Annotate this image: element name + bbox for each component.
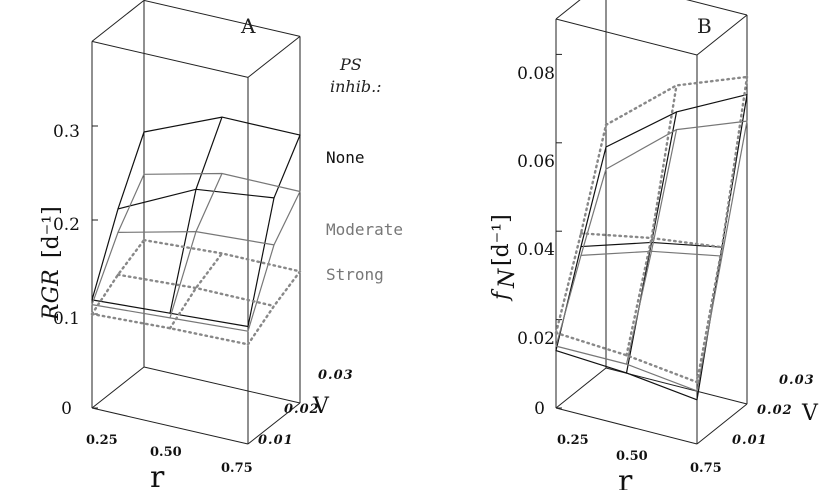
surface-line-none	[605, 93, 748, 148]
v-axis-label-a: V	[312, 394, 330, 419]
surface-line-none	[247, 134, 301, 328]
surface-line-none	[143, 116, 301, 136]
panel-b-title: B	[697, 14, 712, 38]
x-tick-a-0: 0.25	[86, 433, 118, 448]
box-floor-edge	[247, 402, 301, 445]
panel-b-bounding-box	[555, 0, 748, 445]
legend-item-moderate: Moderate	[326, 220, 403, 239]
x-tick-a-1: 0.50	[150, 445, 182, 460]
surface-line-strong	[90, 238, 146, 316]
box-top-edge	[91, 0, 145, 42]
y-axis-label-a-main: RGR	[39, 269, 64, 321]
v-tick-b-0: 0.01	[732, 433, 768, 448]
y-axis-label-b: f N [d⁻¹]	[489, 214, 520, 302]
box-top-edge	[555, 0, 581, 20]
surface-line-strong	[695, 75, 749, 384]
surface-line-moderate	[247, 190, 301, 332]
box-floor-edge	[555, 407, 698, 445]
surface-line-strong	[625, 84, 678, 357]
y-tick-a-2: 0.2	[53, 215, 80, 235]
panel-b: B 0 0.02 0.04 0.06 0.08 f N [d⁻¹] 0.25 0…	[489, 0, 819, 490]
surface-line-moderate	[605, 120, 748, 170]
box-top-edge	[696, 14, 748, 56]
y-tick-b-1: 0.02	[517, 329, 555, 349]
y-axis-label-b-sub: N	[495, 268, 520, 289]
legend-item-none: None	[326, 148, 365, 167]
x-tick-b-0: 0.25	[557, 433, 589, 448]
y-tick-b-0: 0	[534, 399, 545, 419]
box-top-edge	[91, 40, 249, 78]
surface-line-strong	[246, 270, 302, 346]
v-tick-a-2: 0.03	[318, 368, 354, 383]
panel-a-surfaces	[90, 116, 302, 346]
surface-line-moderate	[143, 172, 301, 193]
y-tick-a-3: 0.3	[53, 122, 80, 142]
legend: PS inhib.: None Moderate Strong	[326, 55, 403, 284]
surface-line-moderate	[625, 129, 678, 365]
surface-line-strong	[604, 75, 749, 127]
v-tick-a-0: 0.01	[258, 433, 294, 448]
legend-item-strong: Strong	[326, 265, 384, 284]
panel-b-surfaces	[554, 75, 749, 401]
box-top-edge	[686, 0, 748, 16]
y-axis-label-b-main: f	[489, 288, 514, 302]
y-tick-b-3: 0.06	[517, 152, 555, 172]
v-axis-label-b: V	[801, 401, 819, 426]
panel-a: A 0 0.1 0.2 0.3 RGR [d⁻¹] 0.25 0.50 0.75…	[39, 0, 403, 490]
surface-line-none	[91, 131, 145, 301]
x-tick-a-2: 0.75	[221, 461, 253, 476]
box-top-edge	[143, 0, 301, 37]
y-tick-b-2: 0.04	[517, 240, 555, 260]
surface-line-strong	[554, 123, 608, 335]
v-tick-a-1: 0.02	[284, 402, 320, 417]
surface-line-strong	[116, 273, 276, 308]
v-tick-b-2: 0.03	[779, 373, 815, 388]
surface-line-none	[169, 116, 223, 314]
legend-title-line2: inhib.:	[330, 77, 382, 96]
y-tick-a-1: 0.1	[53, 309, 80, 329]
surface-line-moderate	[555, 168, 607, 347]
surface-line-strong	[142, 238, 302, 273]
box-floor-edge	[91, 407, 249, 445]
y-axis-label-a: RGR [d⁻¹]	[39, 206, 64, 321]
surface-line-moderate	[696, 120, 748, 392]
x-tick-b-1: 0.50	[616, 449, 648, 464]
surface-line-moderate	[91, 173, 145, 306]
box-top-edge	[247, 36, 301, 78]
panel-a-title: A	[240, 14, 256, 38]
y-tick-b-4: 0.08	[517, 64, 555, 84]
panel-a-bounding-box	[91, 0, 301, 445]
surface-line-moderate	[169, 172, 223, 319]
x-tick-b-2: 0.75	[690, 461, 722, 476]
x-axis-label-a: r	[150, 460, 165, 490]
y-axis-label-b-unit: [d⁻¹]	[489, 214, 514, 266]
surface-line-none	[117, 188, 275, 210]
box-floor-edge	[696, 403, 748, 445]
box-floor-edge	[143, 366, 301, 404]
box-floor-edge	[555, 367, 607, 409]
y-tick-a-0: 0	[61, 399, 72, 419]
legend-title-line1: PS	[339, 55, 362, 74]
x-axis-label-b: r	[618, 464, 633, 490]
box-floor-edge	[91, 366, 145, 409]
y-axis-label-a-unit: [d⁻¹]	[39, 206, 64, 258]
box-top-edge	[555, 18, 698, 56]
v-tick-b-1: 0.02	[757, 403, 793, 418]
surface-line-strong	[168, 252, 224, 330]
